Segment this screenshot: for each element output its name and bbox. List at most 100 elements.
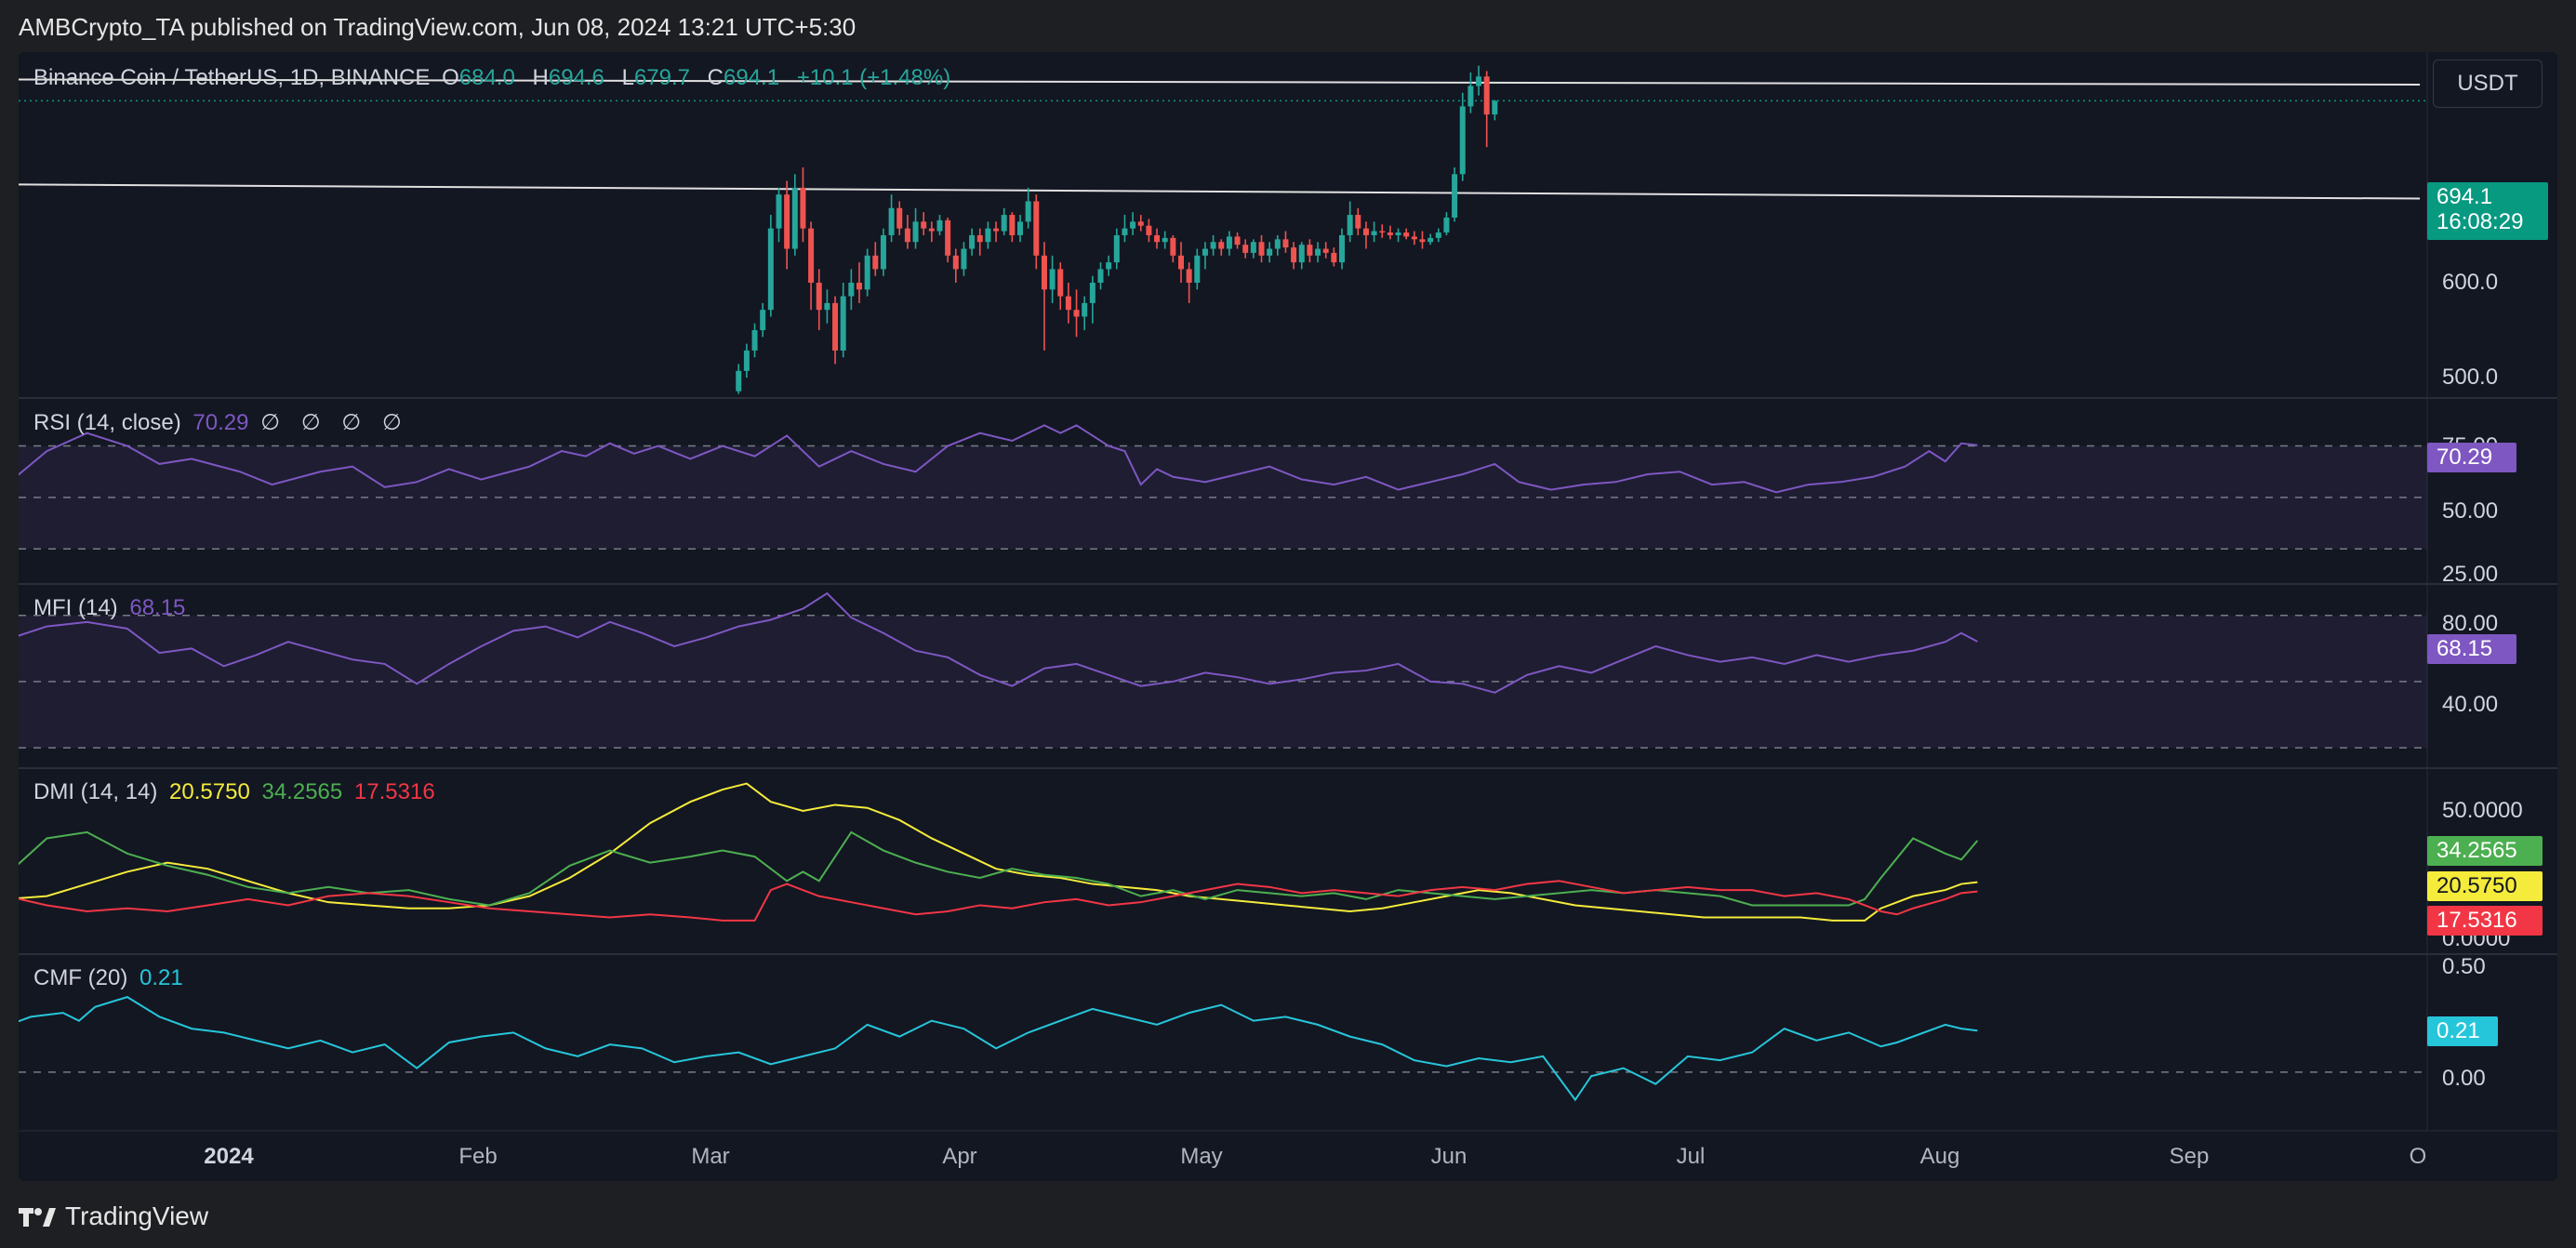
x-tick-aug: Aug <box>1919 1144 1960 1169</box>
candle-body <box>1073 310 1080 317</box>
candle-body <box>1435 232 1441 238</box>
candle-body <box>1218 242 1225 249</box>
candle-body <box>1065 296 1071 311</box>
x-tick-jul: Jul <box>1676 1144 1706 1169</box>
candle-body <box>1242 245 1249 253</box>
candle-body <box>1234 236 1241 246</box>
close-key: C <box>707 65 724 90</box>
candle-body <box>1483 76 1490 115</box>
candle-body <box>1025 201 1031 222</box>
x-tick-mar: Mar <box>691 1144 730 1169</box>
candle-body <box>1250 242 1256 253</box>
candle-body <box>784 194 790 249</box>
candle-body <box>1371 231 1377 235</box>
rsi-line-rsi <box>19 424 1978 494</box>
candle-body <box>1322 248 1329 253</box>
high-value: 694.6 <box>548 65 604 90</box>
open-key: O <box>442 65 459 90</box>
candle-body <box>1459 106 1466 175</box>
candle-body <box>1339 234 1345 263</box>
candle-body <box>1492 100 1498 115</box>
x-tick-may: May <box>1180 1144 1223 1169</box>
candle-body <box>1097 269 1104 283</box>
mfi-legend: MFI (14) 68.15 <box>33 595 191 621</box>
tradingview-footer[interactable]: TradingView <box>19 1202 208 1231</box>
x-tick-oct: O <box>2409 1144 2427 1169</box>
currency-button[interactable]: USDT <box>2433 60 2543 108</box>
chart-frame[interactable]: Binance Coin / TetherUS, 1D, BINANCE O68… <box>19 52 2557 1181</box>
mfi-tick-40: 40.00 <box>2442 692 2499 717</box>
rsi-tick-50: 50.00 <box>2442 498 2499 524</box>
dmi-line-di <box>19 880 1978 922</box>
rsi-tick-25: 25.00 <box>2442 562 2499 587</box>
candle-body <box>1130 221 1136 229</box>
candle-body <box>1009 215 1016 235</box>
candle-body <box>969 234 976 249</box>
x-tick-sep: Sep <box>2169 1144 2210 1169</box>
tradingview-logo-icon <box>19 1208 56 1227</box>
x-tick-2024: 2024 <box>204 1144 254 1169</box>
candle-body <box>1001 215 1007 232</box>
trendline-lower <box>19 183 2421 200</box>
bar-countdown: 16:08:29 <box>2437 209 2524 234</box>
candle-body <box>1274 239 1281 249</box>
chart-canvas[interactable] <box>19 52 2557 1181</box>
candle-body <box>985 228 991 243</box>
candle-body <box>1226 236 1232 249</box>
candle-body <box>1186 269 1192 283</box>
candle-body <box>840 296 846 351</box>
cmf-value: 0.21 <box>139 965 183 990</box>
candle-body <box>1082 302 1088 317</box>
candle-body <box>1146 225 1152 235</box>
candle-body <box>1106 262 1112 270</box>
dmi-tick-50: 50.0000 <box>2442 798 2523 823</box>
candle-body <box>1137 221 1144 226</box>
rsi-band-fill <box>19 445 2427 550</box>
candle-body <box>912 221 919 243</box>
candle-body <box>1403 232 1410 237</box>
candle-body <box>1387 232 1393 235</box>
rsi-extras: ∅ ∅ ∅ ∅ <box>260 410 409 435</box>
candle-body <box>767 228 774 311</box>
candle-body <box>743 350 750 371</box>
close-value: 694.1 <box>724 65 780 90</box>
dmi-legend: DMI (14, 14) 20.5750 34.2565 17.5316 <box>33 779 441 805</box>
cmf-legend: CMF (20) 0.21 <box>33 965 189 991</box>
candle-body <box>736 370 742 392</box>
last-price-value: 694.1 <box>2437 184 2493 209</box>
candle-body <box>1427 237 1434 243</box>
candle-body <box>872 255 879 270</box>
candle-body <box>888 207 895 235</box>
candle-body <box>1170 237 1176 256</box>
candle-body <box>952 255 959 270</box>
candle-body <box>936 219 943 232</box>
mfi-line-mfi <box>19 591 1978 694</box>
candle-body <box>1202 248 1208 256</box>
candle-body <box>904 228 910 243</box>
candle-body <box>832 302 839 351</box>
candle-body <box>824 302 830 311</box>
candle-body <box>1467 86 1474 107</box>
publisher-line: AMBCrypto_TA published on TradingView.co… <box>19 13 856 41</box>
candle-body <box>1282 239 1289 248</box>
x-tick-apr: Apr <box>942 1144 977 1169</box>
candle-body <box>1347 215 1353 235</box>
candle-body <box>880 234 886 270</box>
candle-body <box>1443 217 1450 233</box>
rsi-label: RSI (14, close) <box>33 410 181 435</box>
dmi-minus-value: 17.5316 <box>353 779 435 804</box>
low-key: L <box>621 65 634 90</box>
x-tick-feb: Feb <box>458 1144 498 1169</box>
candle-body <box>800 187 806 229</box>
candle-body <box>1411 236 1417 240</box>
candle-body <box>1419 239 1426 243</box>
rsi-value: 70.29 <box>193 410 249 435</box>
candle-body <box>1258 242 1265 256</box>
price-tick-600: 600.0 <box>2442 270 2499 295</box>
candle-body <box>1194 255 1201 283</box>
candle-body <box>945 219 951 256</box>
candle-body <box>1178 255 1184 270</box>
candle-body <box>1162 237 1168 243</box>
cmf-tick-000: 0.00 <box>2442 1066 2486 1091</box>
candle-body <box>1395 232 1401 235</box>
